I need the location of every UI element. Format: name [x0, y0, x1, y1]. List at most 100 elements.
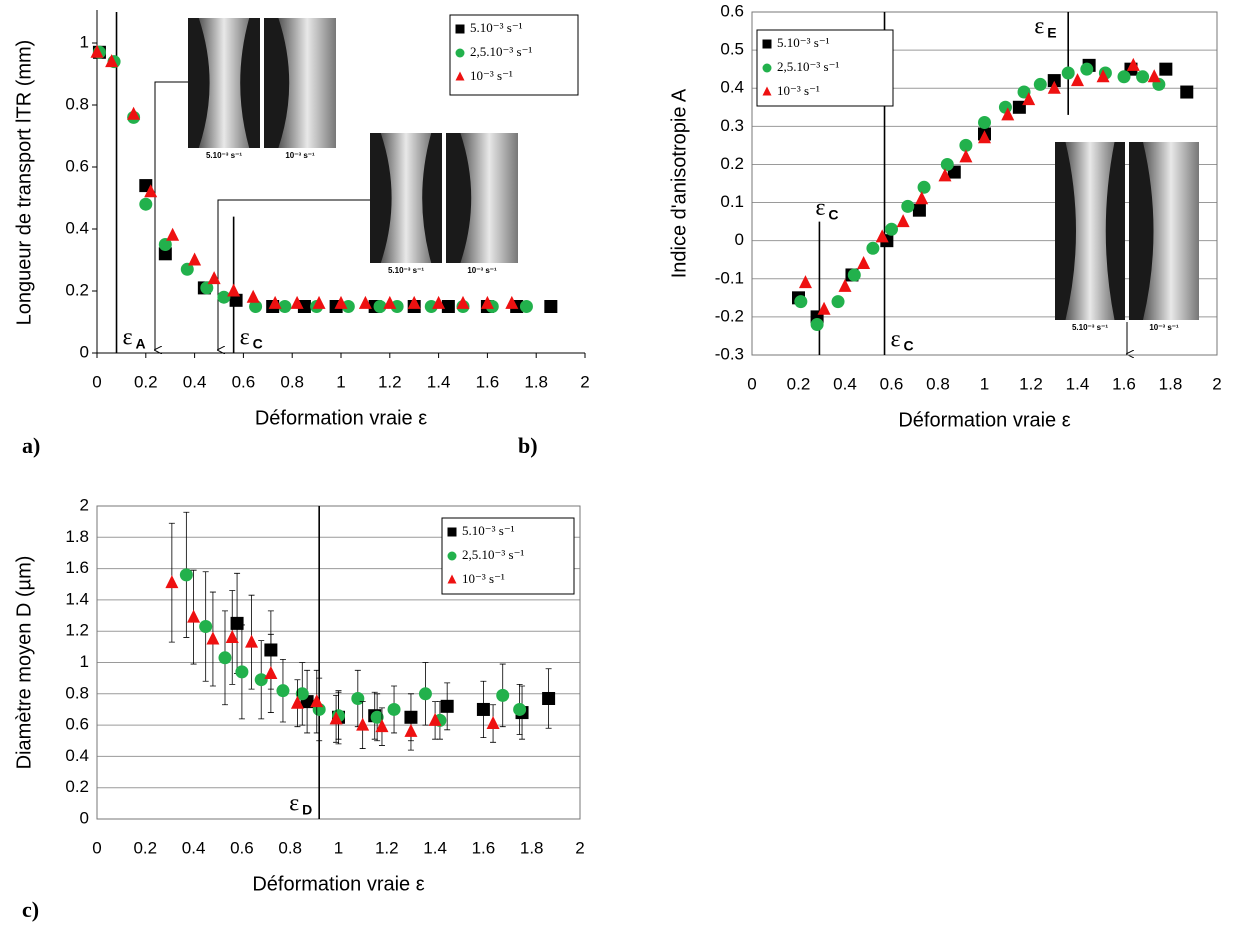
marker-circle	[373, 300, 387, 313]
leader-line	[218, 199, 370, 350]
marker-circle	[387, 702, 401, 716]
y-tick-label: 0.4	[65, 218, 89, 237]
marker-square	[230, 616, 244, 630]
marker-triangle	[480, 295, 494, 309]
marker-circle	[866, 241, 880, 255]
y-tick-label: 1.8	[65, 527, 89, 546]
marker-triangle	[105, 54, 119, 68]
y-tick-label: -0.1	[715, 268, 744, 287]
marker-square	[762, 39, 772, 49]
marker-triangle	[798, 275, 812, 289]
y-axis-title: Diamètre moyen D (µm)	[13, 556, 35, 770]
marker-triangle	[407, 295, 421, 309]
inset-caption: 5.10⁻³ s⁻¹	[1072, 323, 1108, 332]
marker-triangle	[1147, 69, 1161, 83]
inset-caption: 5.10⁻³ s⁻¹	[206, 151, 242, 160]
legend-label: 5.10⁻³ s⁻¹	[462, 523, 515, 538]
annotation-subscript: C	[904, 338, 914, 354]
marker-triangle	[978, 130, 991, 144]
marker-triangle	[290, 695, 304, 709]
y-tick-label: 0.2	[65, 777, 89, 796]
x-tick-label: 0.2	[133, 838, 157, 857]
marker-triangle	[447, 574, 457, 584]
x-tick-label: 1.8	[524, 372, 548, 391]
inset-caption-bg	[188, 148, 260, 164]
annotation-symbol: ε	[289, 791, 299, 817]
inset-caption: 10⁻³ s⁻¹	[1149, 323, 1179, 332]
x-tick-label: 0.6	[230, 838, 254, 857]
marker-circle	[496, 688, 510, 702]
panel-label: c)	[22, 897, 39, 922]
marker-triangle	[227, 283, 241, 297]
leader-line	[155, 81, 188, 350]
x-tick-label: 1.8	[1159, 374, 1183, 393]
y-tick-label: 0.8	[65, 683, 89, 702]
legend-label: 10⁻³ s⁻¹	[777, 83, 820, 98]
marker-triangle	[264, 665, 278, 679]
inset-caption-bg	[1055, 320, 1125, 336]
marker-circle	[810, 318, 824, 332]
inset-specimen	[1143, 142, 1199, 320]
marker-triangle	[404, 723, 418, 737]
marker-circle	[998, 100, 1012, 114]
marker-square	[455, 24, 465, 34]
x-axis-title: Déformation vraie ε	[898, 409, 1070, 431]
marker-circle	[847, 268, 861, 282]
annotation-symbol: ε	[891, 327, 901, 353]
legend-box	[449, 14, 579, 96]
marker-triangle	[144, 184, 158, 198]
marker-triangle	[915, 191, 929, 205]
marker-triangle	[1071, 73, 1084, 87]
x-tick-label: 0.2	[134, 372, 158, 391]
y-tick-label: 1.2	[65, 621, 89, 640]
y-tick-label: 0.8	[65, 94, 89, 113]
marker-circle	[447, 551, 457, 561]
x-tick-label: 0	[92, 838, 101, 857]
marker-triangle	[959, 149, 973, 163]
marker-square	[1180, 85, 1194, 99]
x-tick-label: 0	[747, 374, 756, 393]
x-tick-label: 1.4	[427, 372, 451, 391]
marker-triangle	[1022, 92, 1036, 106]
legend-label: 2,5.10⁻³ s⁻¹	[777, 59, 839, 74]
marker-circle	[254, 673, 268, 687]
inset-caption-bg	[446, 263, 518, 279]
marker-circle	[180, 262, 194, 276]
marker-triangle	[166, 227, 180, 241]
legend-label: 2,5.10⁻³ s⁻¹	[470, 44, 532, 59]
marker-triangle	[310, 694, 324, 708]
marker-triangle	[246, 289, 260, 303]
annotation-subscript: C	[828, 206, 838, 222]
marker-triangle	[268, 295, 282, 309]
marker-square	[440, 699, 454, 713]
x-tick-label: 0.6	[232, 372, 256, 391]
marker-circle	[917, 180, 931, 194]
marker-circle	[276, 684, 290, 698]
marker-triangle	[329, 711, 343, 725]
marker-circle	[235, 665, 249, 679]
x-tick-label: 1	[334, 838, 343, 857]
x-tick-label: 0	[92, 372, 101, 391]
legend-label: 2,5.10⁻³ s⁻¹	[462, 547, 524, 562]
marker-triangle	[207, 271, 221, 285]
y-tick-label: 0	[80, 342, 89, 361]
marker-circle	[1033, 77, 1047, 91]
marker-triangle	[188, 252, 202, 266]
y-tick-label: 0.3	[720, 116, 744, 135]
x-tick-label: 2	[580, 372, 589, 391]
marker-circle	[885, 222, 898, 236]
x-tick-label: 0.8	[926, 374, 950, 393]
marker-triangle	[762, 86, 772, 96]
marker-circle	[390, 300, 404, 313]
annotation-symbol: ε	[1034, 14, 1044, 40]
panel-label: b)	[518, 433, 538, 458]
marker-triangle	[486, 716, 500, 730]
inset-specimen	[1065, 142, 1115, 320]
x-tick-label: 1	[980, 374, 989, 393]
marker-triangle	[1001, 107, 1015, 121]
marker-triangle	[356, 717, 370, 731]
x-tick-label: 0.4	[182, 838, 206, 857]
y-tick-label: -0.3	[715, 344, 744, 363]
y-tick-label: 0.4	[65, 746, 89, 765]
